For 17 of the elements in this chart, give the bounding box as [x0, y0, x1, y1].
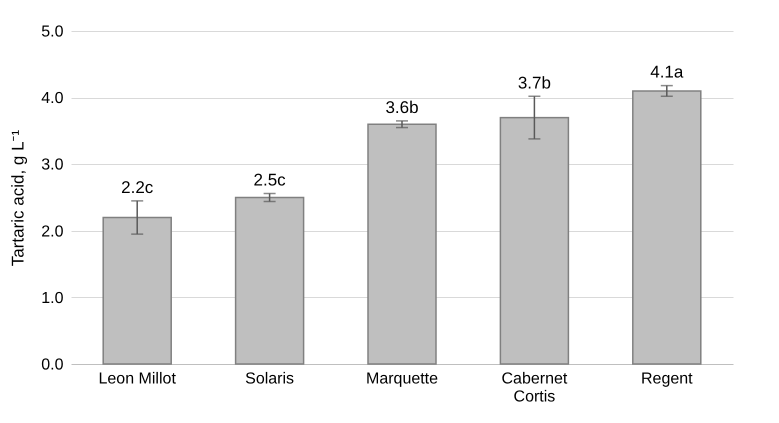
y-tick-label: 2.0	[41, 223, 64, 240]
data-label: 2.2c	[121, 178, 154, 197]
data-label: 3.7b	[518, 73, 551, 92]
y-tick-label: 4.0	[41, 90, 64, 108]
x-tick-label: Marquette	[366, 370, 438, 388]
data-label: 4.1a	[650, 62, 684, 82]
x-tick-label: Regent	[641, 370, 694, 388]
data-label: 3.6b	[385, 98, 419, 117]
x-tick-label: Leon Millot	[98, 370, 176, 388]
x-tick-label: Solaris	[245, 370, 294, 388]
x-tick-label: Cabernet Cortis	[501, 370, 568, 406]
y-tick-label: 1.0	[41, 290, 64, 307]
y-tick-label: 5.0	[41, 24, 64, 40]
data-label: 2.5c	[254, 170, 286, 190]
y-tick-label: 3.0	[41, 156, 64, 174]
y-tick-label: 0.0	[41, 356, 64, 374]
y-axis-title: Tartaric acid, g L⁻¹	[8, 129, 28, 266]
